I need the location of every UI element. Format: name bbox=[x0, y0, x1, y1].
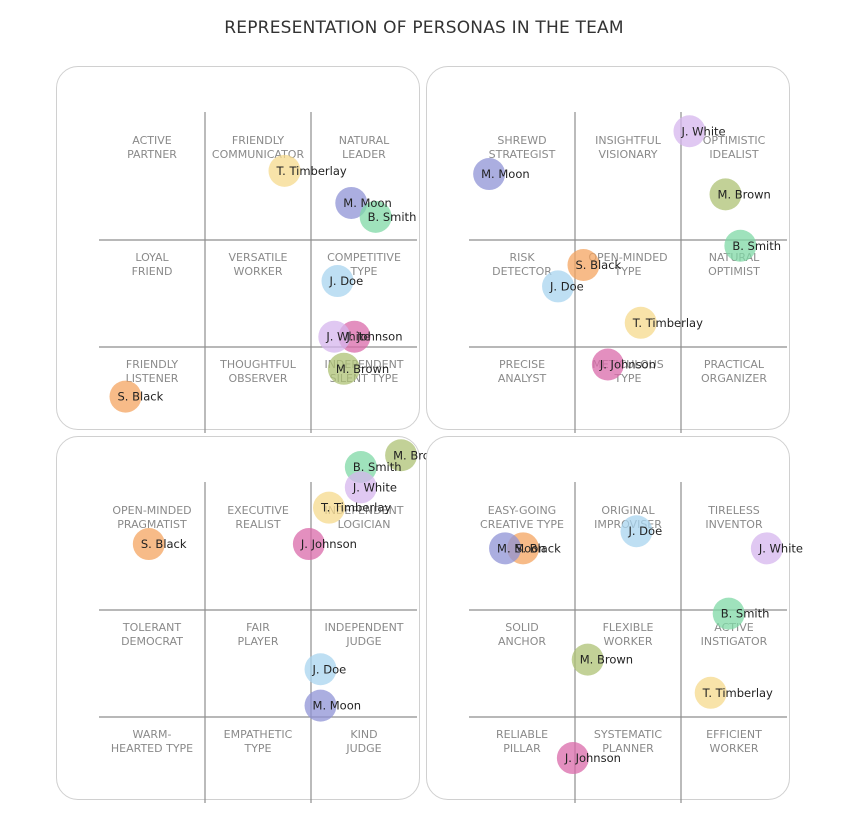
cell-label: FLEXIBLE WORKER bbox=[603, 621, 654, 648]
cell-label: SOLID ANCHOR bbox=[498, 621, 546, 648]
persona-name-label: J. White bbox=[352, 480, 397, 494]
cell-label: ACTIVE PARTNER bbox=[127, 134, 177, 161]
persona-point bbox=[304, 689, 337, 722]
persona-name-label: B. Smith bbox=[721, 607, 770, 621]
persona-point bbox=[724, 229, 757, 262]
persona-point bbox=[473, 158, 506, 191]
persona-name-label: M. Moon bbox=[343, 196, 392, 210]
persona-name-label: M. Moon bbox=[313, 699, 362, 713]
persona-name-label: B. Smith bbox=[368, 210, 417, 224]
cell-label: EASY-GOING CREATIVE TYPE bbox=[480, 504, 564, 531]
cell-label: PRECISE ANALYST bbox=[498, 358, 547, 385]
cell-label: THOUGHTFUL OBSERVER bbox=[219, 358, 297, 385]
persona-name-label: J. Johnson bbox=[300, 537, 357, 551]
cell-label: KIND JUDGE bbox=[345, 728, 381, 755]
persona-point bbox=[304, 653, 337, 686]
persona-name-label: J. White bbox=[758, 541, 803, 555]
persona-panel-3: OPEN-MINDED PRAGMATIST EXECUTIVE REALIST IND… bbox=[56, 436, 446, 803]
persona-point bbox=[620, 515, 653, 548]
persona-name-label: T. Timberlay bbox=[702, 686, 773, 700]
persona-point bbox=[318, 320, 351, 353]
persona-point bbox=[268, 154, 301, 187]
persona-name-label: J. Doe bbox=[312, 662, 347, 676]
persona-point bbox=[489, 532, 522, 565]
persona-point bbox=[567, 249, 600, 282]
persona-name-label: J. Johnson bbox=[564, 751, 621, 765]
persona-point bbox=[556, 742, 589, 775]
chart-title: REPRESENTATION OF PERSONAS IN THE TEAM bbox=[224, 18, 624, 38]
persona-point bbox=[344, 471, 377, 504]
persona-point bbox=[385, 439, 418, 472]
persona-name-label: S. Black bbox=[515, 541, 561, 555]
persona-panel-1: ACTIVE PARTNER FRIENDLY COMMUNICATOR NATURAL… bbox=[56, 66, 420, 433]
persona-point bbox=[673, 115, 706, 148]
cell-label: EMPATHETIC TYPE bbox=[224, 728, 293, 755]
cell-label: OPEN-MINDED TYPE bbox=[588, 251, 667, 278]
cell-label: SHREWD STRATEGIST bbox=[489, 134, 556, 161]
persona-name-label: J. Johnson bbox=[345, 330, 402, 344]
persona-name-label: J. Doe bbox=[549, 279, 584, 293]
persona-name-label: M. Brown bbox=[580, 653, 633, 667]
persona-name-label: T. Timberlay bbox=[632, 316, 703, 330]
persona-point bbox=[542, 270, 575, 303]
persona-point bbox=[109, 380, 142, 413]
persona-name-label: J. Doe bbox=[329, 274, 364, 288]
cell-label: LOYAL FRIEND bbox=[132, 251, 173, 278]
persona-name-label: J. White bbox=[325, 330, 370, 344]
cell-label: INSIGHTFUL VISIONARY bbox=[595, 134, 662, 161]
persona-point bbox=[359, 200, 392, 233]
persona-point bbox=[750, 532, 783, 565]
persona-grid-chart: SHREWD STRATEGIST INSIGHTFUL VISIONARY OPTIM… bbox=[469, 112, 787, 433]
persona-name-label: J. Doe bbox=[627, 524, 662, 538]
cell-label: TOLERANT DEMOCRAT bbox=[121, 621, 183, 648]
persona-point bbox=[327, 352, 360, 385]
cell-label: FAIR PLAYER bbox=[238, 621, 279, 648]
persona-name-label: J. White bbox=[680, 124, 725, 138]
persona-point bbox=[694, 676, 727, 709]
persona-name-label: S. Black bbox=[118, 390, 164, 404]
persona-name-label: T. Timberlay bbox=[276, 164, 347, 178]
persona-name-label: S. Black bbox=[575, 258, 621, 272]
persona-point bbox=[292, 528, 325, 561]
persona-point bbox=[591, 348, 624, 381]
persona-name-label: J. Johnson bbox=[599, 358, 656, 372]
cell-label: RELIABLE PILLAR bbox=[496, 728, 548, 755]
persona-name-label: M. Moon bbox=[497, 541, 546, 555]
persona-point bbox=[313, 491, 346, 524]
persona-point bbox=[712, 597, 745, 630]
persona-name-label: B. Smith bbox=[353, 460, 402, 474]
cell-label: RISK DETECTOR bbox=[492, 251, 552, 278]
cell-label: EXECUTIVE REALIST bbox=[227, 504, 289, 531]
cell-label: INDEPENDENT JUDGE bbox=[324, 621, 403, 648]
cell-label: VERSATILE WORKER bbox=[228, 251, 287, 278]
persona-name-label: M. Moon bbox=[481, 167, 530, 181]
persona-name-label: M. Brown bbox=[718, 187, 771, 201]
persona-grid-chart: OPEN-MINDED PRAGMATIST EXECUTIVE REALIST IND… bbox=[99, 439, 446, 803]
persona-point bbox=[132, 528, 165, 561]
cell-label: TIRELESS INVENTOR bbox=[705, 504, 763, 531]
persona-point bbox=[335, 186, 368, 219]
persona-point bbox=[709, 178, 742, 211]
cell-label: NATURAL LEADER bbox=[339, 134, 390, 161]
persona-point bbox=[624, 306, 657, 339]
persona-name-label: B. Smith bbox=[732, 239, 781, 253]
cell-label: OPEN-MINDED PRAGMATIST bbox=[112, 504, 191, 531]
persona-name-label: S. Black bbox=[141, 537, 187, 551]
cell-label: OPTIMISTIC IDEALIST bbox=[703, 134, 766, 161]
cell-label: SYSTEMATIC PLANNER bbox=[594, 728, 662, 755]
cell-label: WARM-HEARTED TYPE bbox=[111, 728, 193, 755]
cell-label: FRIENDLY LISTENER bbox=[126, 358, 179, 385]
persona-point bbox=[321, 265, 354, 298]
persona-panel-2: SHREWD STRATEGIST INSIGHTFUL VISIONARY OPTIM… bbox=[426, 66, 790, 433]
persona-name-label: T. Timberlay bbox=[320, 501, 391, 515]
persona-name-label: M. Brown bbox=[336, 362, 389, 376]
cell-label: COMPETITIVE TYPE bbox=[327, 251, 401, 278]
cell-label: EFFICIENT WORKER bbox=[706, 728, 762, 755]
persona-point bbox=[571, 643, 604, 676]
cell-label: PRACTICAL ORGANIZER bbox=[701, 358, 767, 385]
